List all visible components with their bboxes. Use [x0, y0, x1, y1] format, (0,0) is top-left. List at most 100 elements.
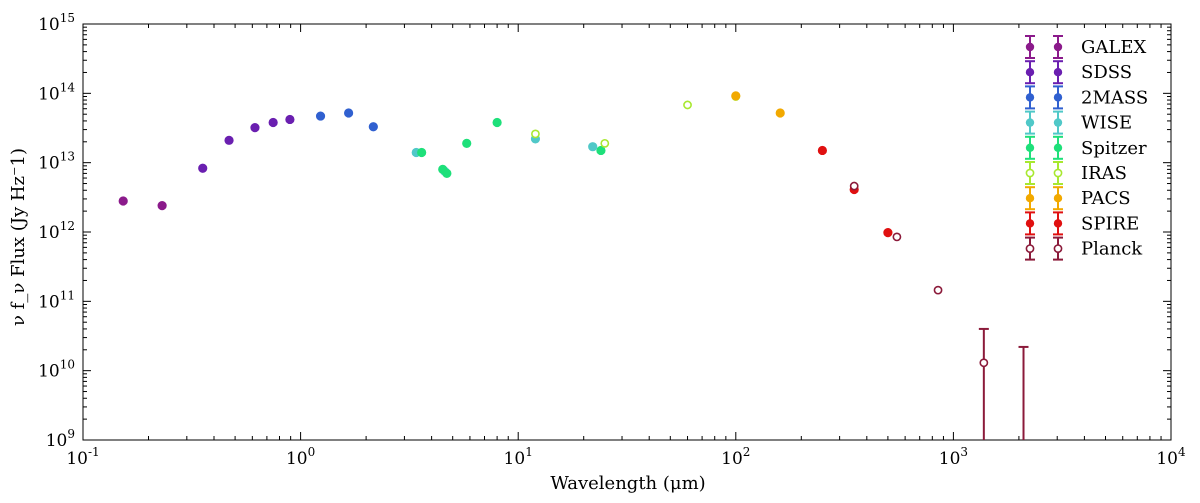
- legend-label: GALEX: [1081, 37, 1146, 58]
- legend-label: WISE: [1081, 113, 1132, 134]
- axes: 10-1 100 101 102 103 104 109 1010 1011 1012 1013 10…: [38, 11, 1186, 469]
- x-tick-label: 100: [286, 445, 315, 469]
- legend-marker: [1025, 118, 1035, 127]
- legend-marker: [1053, 244, 1063, 253]
- data-point-planck: [933, 285, 943, 295]
- legend-item-iras: IRAS: [1025, 161, 1127, 185]
- data-point-iras: [600, 138, 610, 148]
- data-point-pacs: [775, 108, 785, 118]
- data-point-spire: [817, 145, 827, 156]
- legend-marker: [1025, 42, 1035, 52]
- legend: GALEX SDSS 2MASS WISE Spitzer IRAS PACS SPIRE Pl…: [1025, 35, 1148, 261]
- point-marker: [600, 138, 610, 148]
- y-tick-label: 1014: [38, 80, 75, 104]
- legend-item-galex: GALEX: [1025, 35, 1146, 59]
- y-tick-label: 1012: [38, 219, 75, 243]
- point-marker: [775, 108, 785, 118]
- legend-marker: [1025, 143, 1035, 152]
- legend-item-spire: SPIRE: [1025, 211, 1139, 236]
- legend-marker: [1025, 68, 1035, 77]
- x-tick-label: 101: [504, 445, 533, 469]
- data-point-2mass: [368, 122, 378, 132]
- point-marker: [344, 108, 354, 118]
- point-marker: [849, 181, 859, 191]
- x-tick-label: 10-1: [66, 445, 99, 469]
- y-tick-label: 1010: [38, 358, 75, 382]
- legend-label: IRAS: [1081, 163, 1127, 184]
- point-marker: [198, 163, 208, 173]
- legend-item-planck: Planck: [1025, 236, 1143, 261]
- point-marker: [315, 111, 326, 121]
- y-tick-label: 1015: [38, 11, 75, 35]
- point-marker: [883, 228, 893, 238]
- point-marker: [531, 129, 540, 139]
- data-point-spire: [883, 228, 893, 238]
- x-axis-label: Wavelength (μm): [550, 473, 705, 494]
- data-point-wise: [588, 142, 598, 152]
- point-marker: [417, 147, 427, 158]
- legend-marker: [1025, 168, 1035, 178]
- data-point-planck: [849, 181, 859, 191]
- data-point-sdss: [224, 135, 234, 145]
- point-marker: [731, 91, 741, 101]
- data-point-sdss: [285, 114, 295, 125]
- legend-marker: [1053, 42, 1063, 52]
- data-point-2mass: [344, 108, 354, 118]
- data-point-spitzer: [442, 168, 452, 179]
- point-marker: [118, 196, 128, 206]
- legend-label: SDSS: [1081, 62, 1132, 83]
- legend-marker: [1053, 168, 1063, 178]
- legend-item-pacs: PACS: [1025, 186, 1131, 211]
- legend-marker: [1053, 219, 1063, 228]
- data-point-planck: [892, 232, 902, 242]
- point-marker: [892, 232, 902, 242]
- legend-label: SPIRE: [1081, 213, 1139, 234]
- y-axis-label: ν f_ν Flux (Jy Hz⁻1): [8, 148, 29, 326]
- point-marker: [588, 142, 598, 152]
- legend-label: PACS: [1081, 188, 1131, 209]
- legend-marker: [1053, 194, 1063, 203]
- data-point-pacs: [731, 91, 741, 101]
- legend-marker: [1025, 93, 1035, 102]
- legend-marker: [1025, 219, 1035, 228]
- data-point-spitzer: [596, 145, 606, 156]
- legend-marker: [1053, 68, 1063, 77]
- data-point-2mass: [315, 111, 326, 121]
- legend-marker: [1053, 93, 1063, 102]
- legend-item-wise: WISE: [1025, 110, 1132, 135]
- point-marker: [250, 123, 260, 133]
- y-tick-label: 109: [46, 427, 75, 451]
- data-point-sdss: [268, 117, 278, 128]
- data-point-spitzer: [492, 117, 502, 128]
- legend-item-spitzer: Spitzer: [1025, 135, 1147, 160]
- x-tick-label: 103: [939, 445, 968, 469]
- point-marker: [368, 122, 378, 132]
- y-tick-label: 1011: [38, 288, 75, 312]
- x-tick-label: 104: [1156, 445, 1186, 469]
- legend-marker: [1025, 244, 1035, 253]
- point-marker: [933, 285, 943, 295]
- point-marker: [979, 358, 989, 368]
- point-marker: [157, 201, 167, 211]
- point-marker: [683, 100, 692, 110]
- point-marker: [268, 117, 278, 128]
- legend-label: Spitzer: [1081, 138, 1147, 159]
- plot-frame: [82, 23, 1172, 441]
- point-marker: [817, 145, 827, 156]
- point-marker: [596, 145, 606, 156]
- legend-marker: [1025, 194, 1035, 203]
- data-points: [118, 91, 1029, 440]
- legend-marker: [1053, 118, 1063, 127]
- legend-item-2mass: 2MASS: [1025, 85, 1148, 110]
- data-point-iras: [683, 100, 692, 110]
- legend-item-sdss: SDSS: [1025, 60, 1132, 85]
- point-marker: [492, 117, 502, 128]
- point-marker: [462, 138, 472, 148]
- data-point-galex: [118, 196, 128, 206]
- data-point-sdss: [198, 163, 208, 173]
- data-point-sdss: [250, 123, 260, 133]
- legend-label: 2MASS: [1081, 87, 1148, 108]
- data-point-spitzer: [417, 147, 427, 158]
- data-point-galex: [157, 201, 167, 211]
